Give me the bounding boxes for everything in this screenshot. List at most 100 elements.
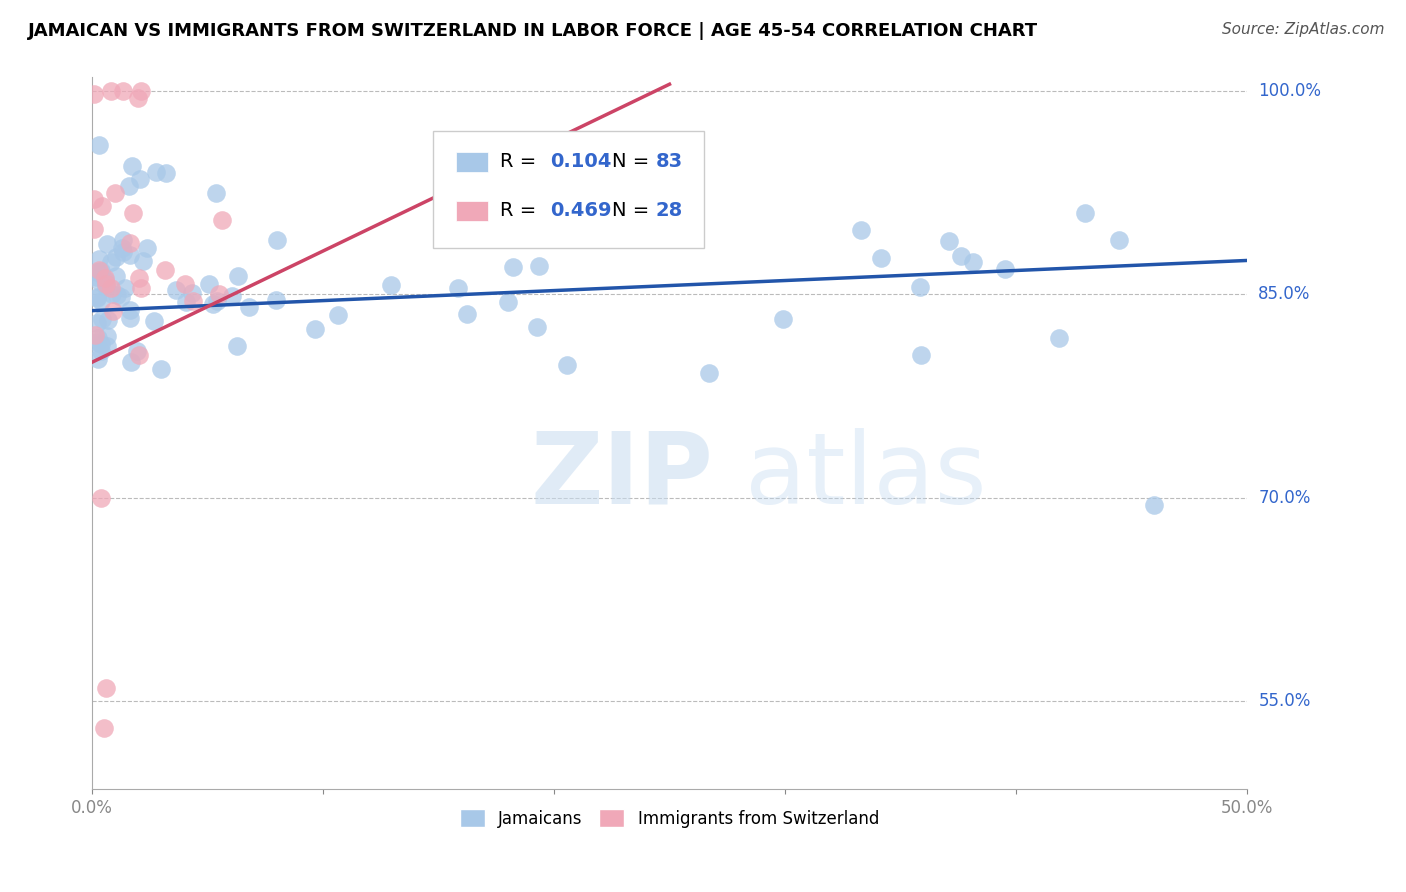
Point xyxy=(86,334,108,349)
Point xyxy=(121,159,143,173)
Point xyxy=(86,265,108,279)
Point xyxy=(226,269,249,284)
Point xyxy=(145,165,167,179)
Point xyxy=(204,186,226,200)
Point xyxy=(86,291,108,305)
Point xyxy=(94,681,117,695)
Point xyxy=(304,322,326,336)
Point xyxy=(90,491,112,505)
Text: Source: ZipAtlas.com: Source: ZipAtlas.com xyxy=(1222,22,1385,37)
Point xyxy=(128,271,150,285)
Point xyxy=(1047,331,1070,345)
Text: 28: 28 xyxy=(655,201,683,220)
Point xyxy=(96,328,118,343)
Point xyxy=(118,178,141,193)
Point xyxy=(112,245,135,260)
Point xyxy=(89,138,111,153)
Point xyxy=(380,277,402,292)
Point xyxy=(86,269,108,284)
Point xyxy=(1074,206,1097,220)
Point xyxy=(496,294,519,309)
Point xyxy=(91,199,114,213)
Point xyxy=(111,233,134,247)
Point xyxy=(90,263,112,277)
Text: R =: R = xyxy=(499,152,543,171)
Point xyxy=(120,311,142,326)
Text: 70.0%: 70.0% xyxy=(1258,489,1310,507)
Point xyxy=(994,262,1017,277)
Point xyxy=(527,259,550,273)
Point xyxy=(143,314,166,328)
Text: N =: N = xyxy=(612,152,655,171)
Point xyxy=(83,87,105,101)
Point xyxy=(93,273,115,287)
Point xyxy=(1108,233,1130,247)
Text: ZIP: ZIP xyxy=(531,427,714,524)
Point xyxy=(83,222,105,236)
Point xyxy=(181,286,204,301)
Point xyxy=(93,721,115,735)
Point xyxy=(128,348,150,362)
FancyBboxPatch shape xyxy=(433,131,704,248)
Point xyxy=(870,251,893,265)
Point xyxy=(165,283,187,297)
Text: JAMAICAN VS IMMIGRANTS FROM SWITZERLAND IN LABOR FORCE | AGE 45-54 CORRELATION C: JAMAICAN VS IMMIGRANTS FROM SWITZERLAND … xyxy=(28,22,1038,40)
Point xyxy=(94,277,117,291)
Point xyxy=(94,271,117,285)
Point xyxy=(129,172,152,186)
Point xyxy=(118,302,141,317)
Point xyxy=(207,294,229,309)
Point xyxy=(149,362,172,376)
Point xyxy=(910,348,932,362)
Point xyxy=(120,247,142,261)
Point xyxy=(96,339,118,353)
Bar xyxy=(456,153,488,172)
Point xyxy=(772,311,794,326)
Point xyxy=(100,255,122,269)
Bar xyxy=(456,202,488,221)
Point xyxy=(120,235,142,250)
Point xyxy=(264,293,287,307)
Point xyxy=(110,290,132,304)
Point xyxy=(129,84,152,98)
Point xyxy=(849,223,872,237)
Point xyxy=(104,186,127,200)
Point xyxy=(83,328,105,343)
Point xyxy=(697,366,720,380)
Text: 100.0%: 100.0% xyxy=(1258,82,1322,100)
Point xyxy=(83,193,105,207)
Text: N =: N = xyxy=(612,201,655,220)
Text: atlas: atlas xyxy=(745,427,986,524)
Point xyxy=(526,319,548,334)
Point xyxy=(111,241,134,255)
Text: 55.0%: 55.0% xyxy=(1258,692,1310,710)
Point xyxy=(87,331,110,345)
Point xyxy=(89,275,111,289)
Legend: Jamaicans, Immigrants from Switzerland: Jamaicans, Immigrants from Switzerland xyxy=(453,803,886,834)
Point xyxy=(104,250,127,264)
Point xyxy=(129,280,152,294)
Point xyxy=(908,280,931,294)
Text: 0.104: 0.104 xyxy=(551,152,612,171)
Point xyxy=(447,281,470,295)
Point xyxy=(100,84,122,98)
Point xyxy=(201,297,224,311)
Point xyxy=(105,268,128,283)
Point xyxy=(962,254,984,268)
Point xyxy=(127,91,149,105)
Point xyxy=(86,290,108,304)
Point xyxy=(86,352,108,367)
Text: 0.469: 0.469 xyxy=(551,201,612,220)
Point xyxy=(135,241,157,255)
Point xyxy=(266,233,288,247)
Text: 83: 83 xyxy=(655,152,683,171)
Point xyxy=(89,294,111,309)
Point xyxy=(502,260,524,274)
Point xyxy=(100,286,122,301)
Point xyxy=(208,287,231,301)
Point xyxy=(326,308,349,322)
Point xyxy=(120,355,142,369)
Point xyxy=(226,339,249,353)
Point xyxy=(938,234,960,248)
Point xyxy=(112,84,135,98)
